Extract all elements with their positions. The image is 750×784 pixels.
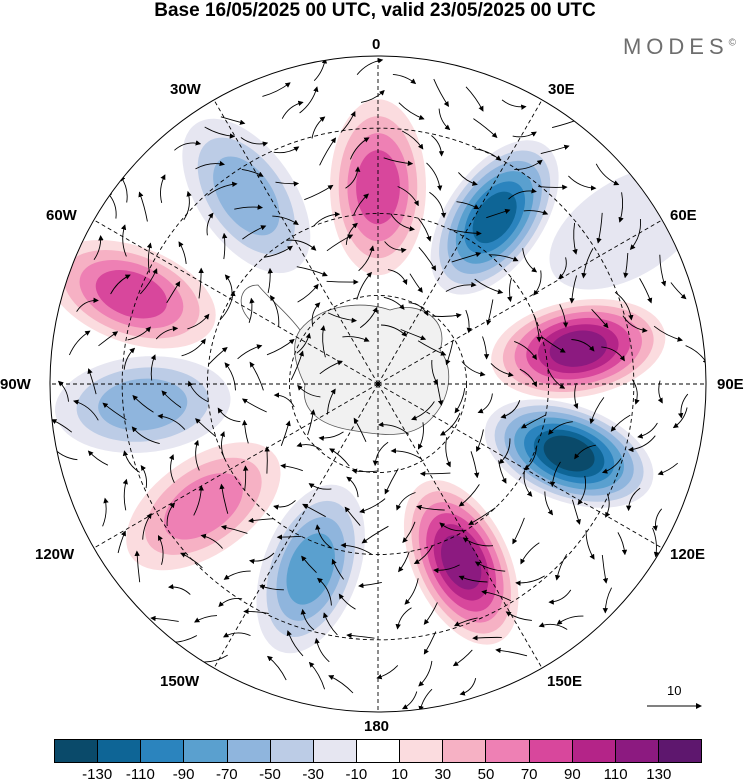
colorbar-label: 130 [646, 766, 671, 783]
colorbar-segment-2 [141, 740, 184, 762]
lon-label-30w: 30W [170, 82, 201, 98]
colorbar-segment-14 [659, 740, 701, 762]
colorbar-segment-11 [530, 740, 573, 762]
lon-label-30e: 30E [548, 82, 575, 98]
colorbar-segment-7 [357, 740, 400, 762]
colorbar-label: -70 [216, 766, 238, 783]
colorbar-label: -10 [346, 766, 368, 783]
colorbar-label: -110 [126, 766, 155, 783]
reference-vector: 10 [645, 683, 705, 715]
lon-label-120e: 120E [670, 547, 705, 563]
lon-label-120w: 120W [35, 547, 74, 563]
colorbar-segment-4 [228, 740, 271, 762]
colorbar-label: -90 [173, 766, 195, 783]
lon-label-150e: 150E [547, 674, 582, 690]
colorbar-segment-13 [616, 740, 659, 762]
colorbar-segment-6 [314, 740, 357, 762]
lon-label-0: 0 [372, 37, 380, 53]
lon-label-90e: 90E [717, 377, 744, 393]
colorbar-label: -130 [82, 766, 112, 783]
lon-label-60w: 60W [46, 208, 77, 224]
colorbar-label: -30 [302, 766, 324, 783]
colorbar-segment-8 [400, 740, 443, 762]
colorbar-segment-10 [486, 740, 529, 762]
colorbar [54, 739, 702, 763]
colorbar-label: 90 [564, 766, 581, 783]
colorbar-segment-5 [271, 740, 314, 762]
colorbar-label: -50 [259, 766, 281, 783]
colorbar-segment-12 [573, 740, 616, 762]
colorbar-segment-0 [55, 740, 98, 762]
colorbar-label: 70 [521, 766, 538, 783]
south-pole-dot [376, 382, 380, 386]
colorbar-label: 50 [478, 766, 495, 783]
colorbar-segment-9 [443, 740, 486, 762]
colorbar-labels: -130 -110 -90 -70 -50 -30 -10 10 30 50 70 90 110 130 [0, 766, 750, 784]
colorbar-label: 30 [434, 766, 451, 783]
colorbar-segment-3 [184, 740, 227, 762]
lon-label-150w: 150W [160, 674, 199, 690]
lon-label-90w: 90W [0, 377, 31, 393]
lon-label-60e: 60E [670, 208, 697, 224]
colorbar-label: 110 [604, 766, 628, 783]
colorbar-segment-1 [98, 740, 141, 762]
lon-label-180: 180 [364, 719, 389, 735]
colorbar-label: 10 [391, 766, 408, 783]
